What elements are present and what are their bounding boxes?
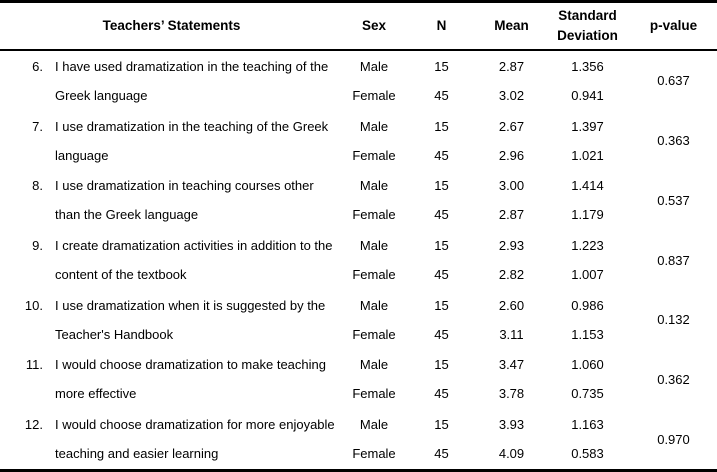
sd-cell: 1.223 1.007 [571,238,604,283]
statement-text: I would choose dramatization to make tea… [55,357,326,402]
sex-cell: Male Female [352,238,396,283]
statement-text: I use dramatization in teaching courses … [55,178,314,223]
table-row: 8. I use dramatization in teaching cours… [0,170,717,230]
table-row: 11. I would choose dramatization to make… [0,350,717,410]
col-header-sex: Sex [361,18,387,33]
statement-number: 7. [32,118,43,134]
pvalue-cell: 0.837 [657,252,690,268]
n-cell: 15 45 [434,417,449,462]
table-header: Teachers’ Statements Sex N Mean Standard… [0,3,717,51]
n-cell: 15 45 [434,297,449,342]
n-cell: 15 45 [434,238,449,283]
pvalue-cell: 0.362 [657,371,690,387]
mean-cell: 2.93 2.82 [498,238,525,283]
statement-number: 11. [25,357,43,373]
sex-cell: Male Female [352,178,396,223]
col-header-standard-deviation: Standard Deviation [545,3,630,49]
pvalue-cell: 0.637 [657,73,690,89]
mean-cell: 3.47 3.78 [498,357,525,402]
sd-cell: 1.163 0.583 [571,417,604,462]
col-header-sd-line2: Deviation [557,28,618,43]
mean-cell: 2.87 3.02 [498,58,525,103]
mean-cell: 2.60 3.11 [498,297,525,342]
statement-text: I have used dramatization in the teachin… [55,58,329,103]
sex-cell: Male Female [352,118,396,163]
statement-number: 10. [24,297,43,313]
table-body: 6. I have used dramatization in the teac… [0,51,717,469]
pvalue-cell: 0.970 [657,431,690,447]
pvalue-cell: 0.363 [657,133,690,149]
sex-cell: Male Female [352,357,396,402]
sex-cell: Male Female [352,417,396,462]
col-header-pvalue: p-value [649,18,698,33]
mean-cell: 2.67 2.96 [498,118,525,163]
mean-cell: 3.00 2.87 [498,178,525,223]
table-row: 6. I have used dramatization in the teac… [0,51,717,111]
sex-cell: Male Female [352,58,396,103]
statement-number: 8. [32,178,43,194]
table-row: 12. I would choose dramatization for mor… [0,409,717,469]
table-row: 10. I use dramatization when it is sugge… [0,290,717,350]
col-header-statements: Teachers’ Statements [0,3,343,49]
statement-number: 6. [32,58,43,74]
statement-text: I use dramatization when it is suggested… [55,297,326,342]
pvalue-cell: 0.132 [657,312,690,328]
sd-cell: 1.060 0.735 [571,357,604,402]
n-cell: 15 45 [434,58,449,103]
n-cell: 15 45 [434,178,449,223]
col-header-n: N [436,18,447,33]
pvalue-cell: 0.537 [657,192,690,208]
table-row: 7. I use dramatization in the teaching o… [0,111,717,171]
col-header-mean: Mean [494,18,529,33]
statement-text: I create dramatization activities in add… [55,238,333,283]
sd-cell: 1.356 0.941 [571,58,604,103]
mean-cell: 3.93 4.09 [498,417,525,462]
col-header-statements-label: Teachers’ Statements [102,18,241,33]
sd-cell: 0.986 1.153 [571,297,604,342]
n-cell: 15 45 [434,118,449,163]
statement-text: I would choose dramatization for more en… [55,417,335,462]
n-cell: 15 45 [434,357,449,402]
statement-text: I use dramatization in the teaching of t… [55,118,329,163]
table-row: 9. I create dramatization activities in … [0,230,717,290]
statement-number: 12. [24,417,43,433]
statement-number: 9. [32,238,43,254]
sex-cell: Male Female [352,297,396,342]
sd-cell: 1.397 1.021 [571,118,604,163]
col-header-sd-line1: Standard [558,8,617,23]
sd-cell: 1.414 1.179 [571,178,604,223]
